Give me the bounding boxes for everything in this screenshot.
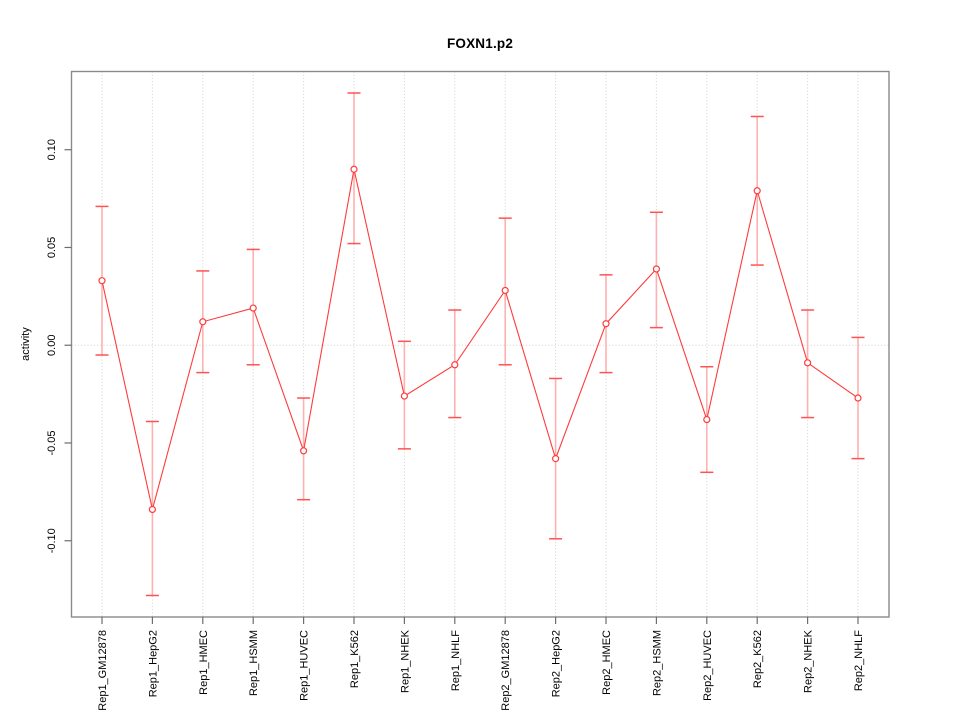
x-tick-label: Rep2_HUVEC — [702, 630, 714, 701]
data-point-marker — [602, 320, 610, 328]
y-tick-label: -0.10 — [46, 528, 58, 553]
data-point-marker — [300, 447, 308, 455]
data-point-marker — [148, 505, 156, 514]
y-tick-label: 0.05 — [46, 237, 58, 258]
data-point-marker — [451, 361, 459, 369]
x-tick-label: Rep1_GM12878 — [97, 630, 109, 711]
x-tick-label: Rep1_NHEK — [399, 629, 411, 693]
x-tick-label: Rep2_K562 — [752, 630, 764, 688]
data-point-marker — [551, 455, 560, 463]
x-tick-label: Rep1_NHLF — [450, 630, 462, 691]
data-point-marker — [400, 392, 408, 400]
x-tick-label: Rep1_HepG2 — [147, 630, 159, 697]
x-tick-label: Rep2_HSMM — [651, 630, 663, 696]
x-tick-label: Rep2_HepG2 — [551, 630, 563, 697]
data-point-marker — [199, 318, 207, 326]
chart-title: FOXN1.p2 — [446, 36, 514, 51]
data-point-marker — [854, 394, 862, 402]
x-tick-label: Rep2_GM12878 — [500, 630, 512, 711]
x-tick-label: Rep1_K562 — [349, 630, 361, 688]
x-tick-label: Rep2_NHLF — [853, 630, 865, 691]
data-point-marker — [98, 277, 106, 285]
data-point-marker — [501, 286, 509, 295]
data-point-marker — [803, 359, 812, 367]
x-tick-label: Rep1_HSMM — [248, 630, 260, 696]
data-point-marker — [652, 265, 661, 273]
data-point-marker — [753, 187, 761, 195]
data-point-marker — [350, 165, 358, 173]
x-tick-label: Rep1_HMEC — [198, 630, 210, 695]
x-tick-label: Rep2_HMEC — [601, 630, 613, 695]
x-tick-label: Rep1_HUVEC — [299, 630, 311, 701]
y-tick-label: -0.05 — [46, 430, 58, 455]
y-axis-label: activity — [20, 327, 32, 361]
series-polyline — [101, 169, 859, 510]
y-tick-label: 0.10 — [46, 139, 58, 160]
plot-frame — [70, 70, 890, 618]
data-point-marker — [703, 415, 711, 424]
data-point-marker — [249, 304, 257, 312]
x-tick-label: Rep2_NHEK — [803, 629, 815, 693]
y-tick-label: 0.00 — [46, 335, 58, 356]
